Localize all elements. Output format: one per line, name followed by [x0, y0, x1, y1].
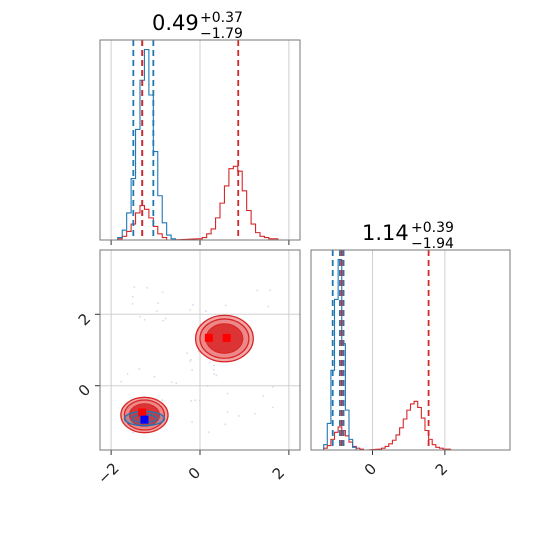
scatter-2d-sample-point [256, 289, 259, 292]
scatter-2d-sample-point [191, 421, 193, 424]
red-marker-1 [222, 333, 231, 342]
scatter-2d-sample-point [161, 399, 164, 402]
title-param-2: 1.14 +0.39 −1.94 [362, 220, 454, 252]
xtick-label-2-hist2: 2 [432, 460, 451, 479]
scatter-2d-sample-point [224, 304, 227, 307]
blue-marker-0 [140, 415, 149, 424]
scatter-2d-sample-point [213, 373, 216, 375]
scatter-2d-sample-point [126, 372, 129, 375]
scatter-2d-sample-point [271, 386, 274, 388]
scatter-2d-frame [99, 249, 301, 451]
scatter-2d-sample-point [192, 303, 194, 306]
scatter-2d-sample-point [190, 399, 193, 402]
scatter-2d-sample-point [226, 392, 229, 395]
scatter-2d-sample-point [191, 368, 194, 371]
scatter-2d-sample-point [131, 295, 134, 298]
scatter-2d-sample-point [186, 352, 188, 355]
xtick-label-2-2d: 2 [269, 464, 288, 483]
scatter-2d-sample-point [189, 309, 192, 311]
scatter-2d-sample-point [138, 368, 141, 370]
scatter-2d-sample-point [237, 415, 240, 417]
scatter-2d-sample-point [262, 395, 265, 397]
scatter-2d-sample-point [207, 431, 210, 433]
scatter-2d-sample-point [198, 399, 201, 402]
title-param-1-plus: +0.37 [200, 10, 243, 26]
scatter-2d-sample-point [155, 310, 158, 313]
ytick-label-2: 2 [75, 310, 94, 329]
scatter-2d-sample-point [131, 302, 134, 305]
scatter-2d-sample-point [190, 358, 192, 361]
scatter-2d-sample-point [133, 286, 136, 289]
scatter-2d-sample-point [226, 411, 229, 413]
scatter-2d-sample-point [164, 317, 167, 320]
scatter-2d-sample-point [120, 380, 123, 383]
scatter-2d-sample-point [157, 302, 160, 304]
scatter-2d-sample-point [269, 289, 272, 292]
scatter-2d-sample-point [146, 286, 149, 289]
scatter-2d-sample-point [215, 374, 218, 377]
hist-param-2-frame [310, 249, 511, 451]
ytick-label-0: 0 [75, 381, 94, 400]
title-param-1-minus: −1.79 [200, 26, 243, 42]
title-param-1: 0.49 +0.37 −1.79 [152, 10, 243, 42]
scatter-2d-sample-point [161, 291, 164, 294]
red-marker-2 [138, 408, 147, 417]
title-param-2-value: 1.14 [362, 221, 409, 245]
scatter-2d-sample-point [132, 431, 134, 434]
scatter-2d-sample-point [139, 315, 141, 318]
scatter-2d-sample-point [197, 350, 200, 353]
scatter-2d-panel [95, 249, 301, 455]
scatter-2d-sample-point [153, 375, 156, 378]
hist-param-1-frame [99, 39, 301, 241]
xtick-label-0-2d: 0 [185, 464, 204, 483]
scatter-2d-sample-point [213, 364, 215, 367]
scatter-2d-sample-point [272, 406, 274, 409]
scatter-2d-sample-point [208, 361, 211, 364]
scatter-2d-sample-point [212, 368, 215, 371]
hist-param-1-red-histogram [113, 165, 283, 241]
scatter-2d-sample-point [267, 305, 270, 308]
scatter-2d-sample-point [143, 318, 146, 321]
title-param-2-plus: +0.39 [411, 220, 454, 236]
scatter-2d-sample-point [170, 381, 173, 383]
scatter-2d-sample-point [224, 423, 227, 426]
scatter-2d-sample-point [194, 399, 197, 402]
scatter-2d-sample-point [254, 412, 256, 415]
scatter-2d-sample-point [189, 360, 192, 363]
scatter-2d-sample-point [205, 310, 207, 313]
scatter-2d-sample-point [206, 385, 209, 388]
hist-param-2-blue-histogram [320, 258, 360, 451]
hist-param-1-blue-histogram [113, 48, 180, 241]
hist-param-1-panel [99, 39, 301, 245]
scatter-2d-sample-point [162, 319, 165, 322]
title-param-2-minus: −1.94 [411, 236, 454, 252]
xtick-label-neg2-2d: −2 [94, 459, 122, 487]
xtick-label-0-hist2: 0 [361, 460, 380, 479]
hist-param-2-panel [310, 249, 511, 455]
hist-param-2-red-histogram [320, 400, 458, 451]
title-param-1-value: 0.49 [152, 11, 199, 35]
red-marker-0 [204, 333, 213, 342]
scatter-2d-sample-point [175, 382, 178, 385]
